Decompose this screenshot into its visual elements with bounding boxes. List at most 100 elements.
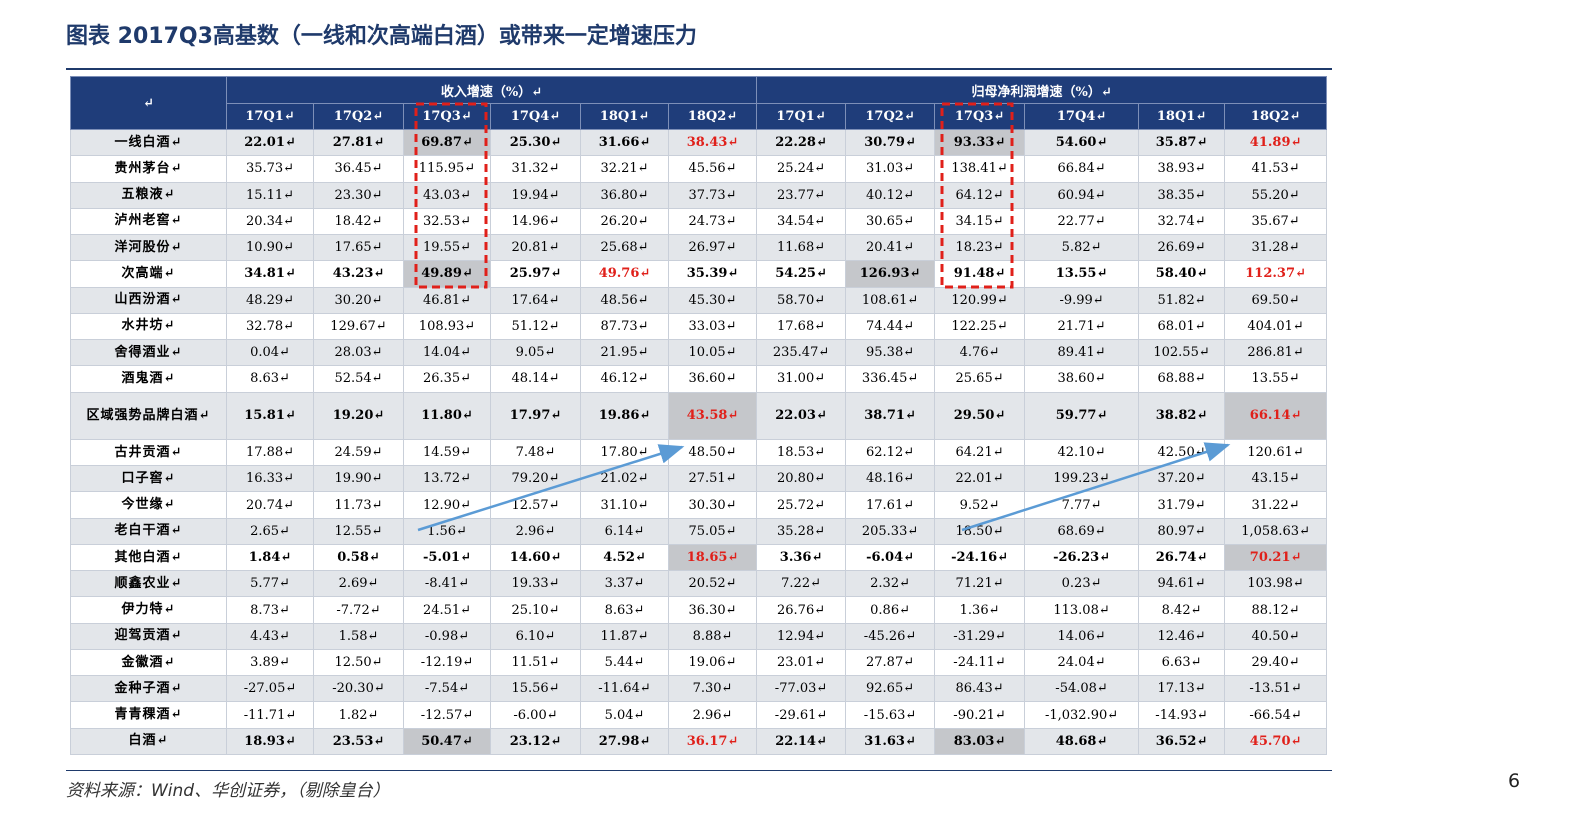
table-cell: 0.86↵ [845,596,936,624]
row-label: 次高端↵ [70,260,227,288]
table-cell: 26.69↵ [1138,233,1226,262]
table-cell: 17.61↵ [845,491,936,519]
table-cell: 23.01↵ [756,648,847,677]
table-cell: 24.51↵ [403,596,491,624]
table-cell: -0.98↵ [403,622,491,650]
table-cell: 19.55↵ [403,233,491,262]
table-cell: -8.41↵ [403,570,491,598]
table-row: 白酒↵ 18.93↵ 23.53↵ 50.47↵ 23.12↵ 27.98↵ 36.17↵ 2… [70,727,1328,756]
table-cell: 64.12↵ [934,181,1026,209]
table-cell: 35.39↵ [667,260,758,288]
table-cell: 22.01↵ [934,465,1026,493]
table-cell: 48.29↵ [226,286,314,314]
table-cell: 21.02↵ [580,465,669,493]
table-cell: 20.34↵ [226,207,314,236]
table-cell: 24.04↵ [1024,648,1140,677]
table-cell: 40.50↵ [1224,622,1328,650]
table-cell: 5.04↵ [580,701,669,729]
table-cell: 25.10↵ [490,596,581,624]
table-row: 次高端↵ 34.81↵ 43.23↵ 49.89↵ 25.97↵ 49.76↵ 35.39↵… [70,260,1328,288]
quarter-header: 17Q3↵ [934,103,1026,130]
quarter-header: 17Q2↵ [845,103,936,130]
row-label: 白酒↵ [70,727,227,756]
table-cell: 37.73↵ [667,181,758,209]
table-cell: 4.52↵ [580,543,669,572]
table-cell: 68.88↵ [1138,365,1226,393]
table-cell: 48.68↵ [1024,727,1140,756]
table-cell: 22.03↵ [756,391,847,440]
table-row: 金徽酒↵ 3.89↵ 12.50↵ -12.19↵ 11.51↵ 5.44↵ 19.06↵ 2… [70,648,1328,677]
table-cell: 18.23↵ [934,233,1026,262]
table-cell: 58.70↵ [756,286,847,314]
table-cell: 41.89↵ [1224,128,1328,157]
row-label: 酒鬼酒↵ [70,365,227,393]
quarter-header: 17Q4↵ [1024,103,1140,130]
table-cell: 19.86↵ [580,391,669,440]
table-cell: 15.56↵ [490,675,581,703]
table-cell: 91.48↵ [934,260,1026,288]
row-label: 口子窖↵ [70,465,227,493]
source-note: 资料来源：Wind、华创证券，（剔除皇台） [66,781,390,801]
table-cell: 48.50↵ [667,438,758,467]
table-cell: -77.03↵ [756,675,847,703]
table-cell: 17.80↵ [580,438,669,467]
table-cell: 80.97↵ [1138,517,1226,545]
table-cell: 69.87↵ [403,128,491,157]
table-cell: 59.77↵ [1024,391,1140,440]
table-cell: 6.10↵ [490,622,581,650]
table-cell: 22.14↵ [756,727,847,756]
table-cell: 17.97↵ [490,391,581,440]
table-cell: 33.03↵ [667,312,758,341]
table-cell: 1.82↵ [313,701,404,729]
table-row: 舍得酒业↵ 0.04↵ 28.03↵ 14.04↵ 9.05↵ 21.95↵ 10.05↵ 2… [70,338,1328,367]
table-cell: 2.32↵ [845,570,936,598]
table-cell: 20.41↵ [845,233,936,262]
table-cell: 1.58↵ [313,622,404,650]
table-cell: 50.47↵ [403,727,491,756]
table-cell: 92.65↵ [845,675,936,703]
table-cell: 113.08↵ [1024,596,1140,624]
table-cell: 79.20↵ [490,465,581,493]
table-cell: 37.20↵ [1138,465,1226,493]
table-cell: 42.50↵ [1138,438,1226,467]
table-cell: 17.88↵ [226,438,314,467]
table-cell: 129.67↵ [313,312,404,341]
table-cell: -29.61↵ [756,701,847,729]
table-cell: 31.63↵ [845,727,936,756]
quarter-header: 17Q4↵ [490,103,581,130]
table-cell: 88.12↵ [1224,596,1328,624]
table-cell: 58.40↵ [1138,260,1226,288]
quarter-header: 17Q1↵ [756,103,847,130]
table-cell: 14.06↵ [1024,622,1140,650]
table-cell: 8.42↵ [1138,596,1226,624]
table-cell: 35.87↵ [1138,128,1226,157]
table-cell: 43.15↵ [1224,465,1328,493]
table-cell: 29.50↵ [934,391,1026,440]
table-cell: 25.30↵ [490,128,581,157]
table-cell: 17.68↵ [756,312,847,341]
table-cell: -11.64↵ [580,675,669,703]
table-row: 贵州茅台↵ 35.73↵ 36.45↵ 115.95↵ 31.32↵ 32.21↵ 45.5… [70,155,1328,183]
quarter-header: 17Q3↵ [403,103,491,130]
table-row: 青青稞酒↵ -11.71↵ 1.82↵ -12.57↵ -6.00↵ 5.04↵ 2.96↵… [70,701,1328,729]
table-cell: 42.10↵ [1024,438,1140,467]
table-cell: 32.53↵ [403,207,491,236]
table-cell: 112.37↵ [1224,260,1328,288]
table-cell: 38.60↵ [1024,365,1140,393]
table-cell: 22.77↵ [1024,207,1140,236]
table-cell: 48.14↵ [490,365,581,393]
table-body: 一线白酒↵ 22.01↵ 27.81↵ 69.87↵ 25.30↵ 31.66↵ 38.43… [70,128,1328,756]
table-cell: 115.95↵ [403,155,491,183]
table-cell: 9.05↵ [490,338,581,367]
table-cell: 86.43↵ [934,675,1026,703]
table-cell: 38.43↵ [667,128,758,157]
table-cell: 6.14↵ [580,517,669,545]
table-cell: 43.58↵ [667,391,758,440]
table-cell: -6.00↵ [490,701,581,729]
row-label: 泸州老窖↵ [70,207,227,236]
footer-divider [66,770,1332,771]
table-cell: 11.87↵ [580,622,669,650]
table-cell: 20.81↵ [490,233,581,262]
growth-table: ↵ 收入增速（%）↵ 归母净利润增速（%）↵ 17Q1↵ 17Q2↵ 17Q3↵ 17… [70,76,1328,756]
table-cell: 31.22↵ [1224,491,1328,519]
